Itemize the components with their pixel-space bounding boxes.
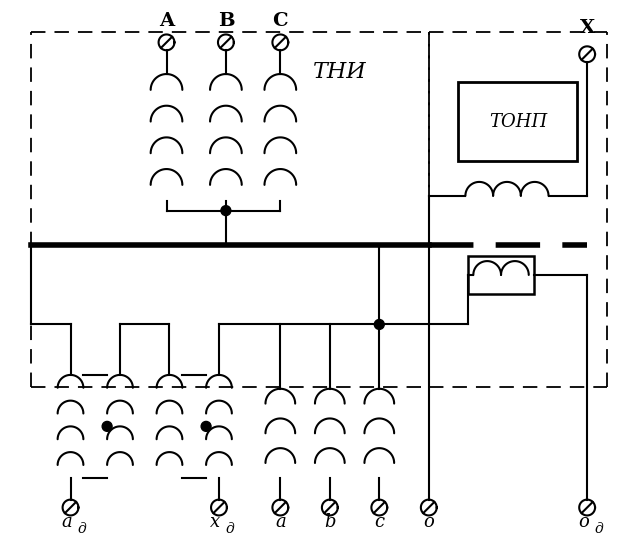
Circle shape bbox=[221, 206, 231, 215]
Circle shape bbox=[374, 320, 384, 329]
Bar bbox=[468, 256, 534, 294]
Text: д: д bbox=[77, 522, 86, 536]
Text: Х: Х bbox=[579, 18, 595, 37]
Text: ТОНП: ТОНП bbox=[488, 112, 547, 131]
Text: с: с bbox=[374, 514, 384, 531]
Text: х: х bbox=[210, 514, 220, 531]
Text: A: A bbox=[159, 11, 174, 30]
Text: а: а bbox=[275, 514, 286, 531]
Text: а: а bbox=[61, 514, 72, 531]
Text: д: д bbox=[226, 522, 234, 536]
Text: о: о bbox=[424, 514, 434, 531]
Text: B: B bbox=[217, 11, 234, 30]
Bar bbox=[459, 82, 578, 161]
Text: ТНИ: ТНИ bbox=[313, 61, 366, 83]
Text: о: о bbox=[578, 514, 589, 531]
Circle shape bbox=[201, 421, 211, 431]
Text: д: д bbox=[594, 522, 604, 536]
Text: b: b bbox=[324, 514, 336, 531]
Text: C: C bbox=[272, 11, 288, 30]
Circle shape bbox=[102, 421, 112, 431]
